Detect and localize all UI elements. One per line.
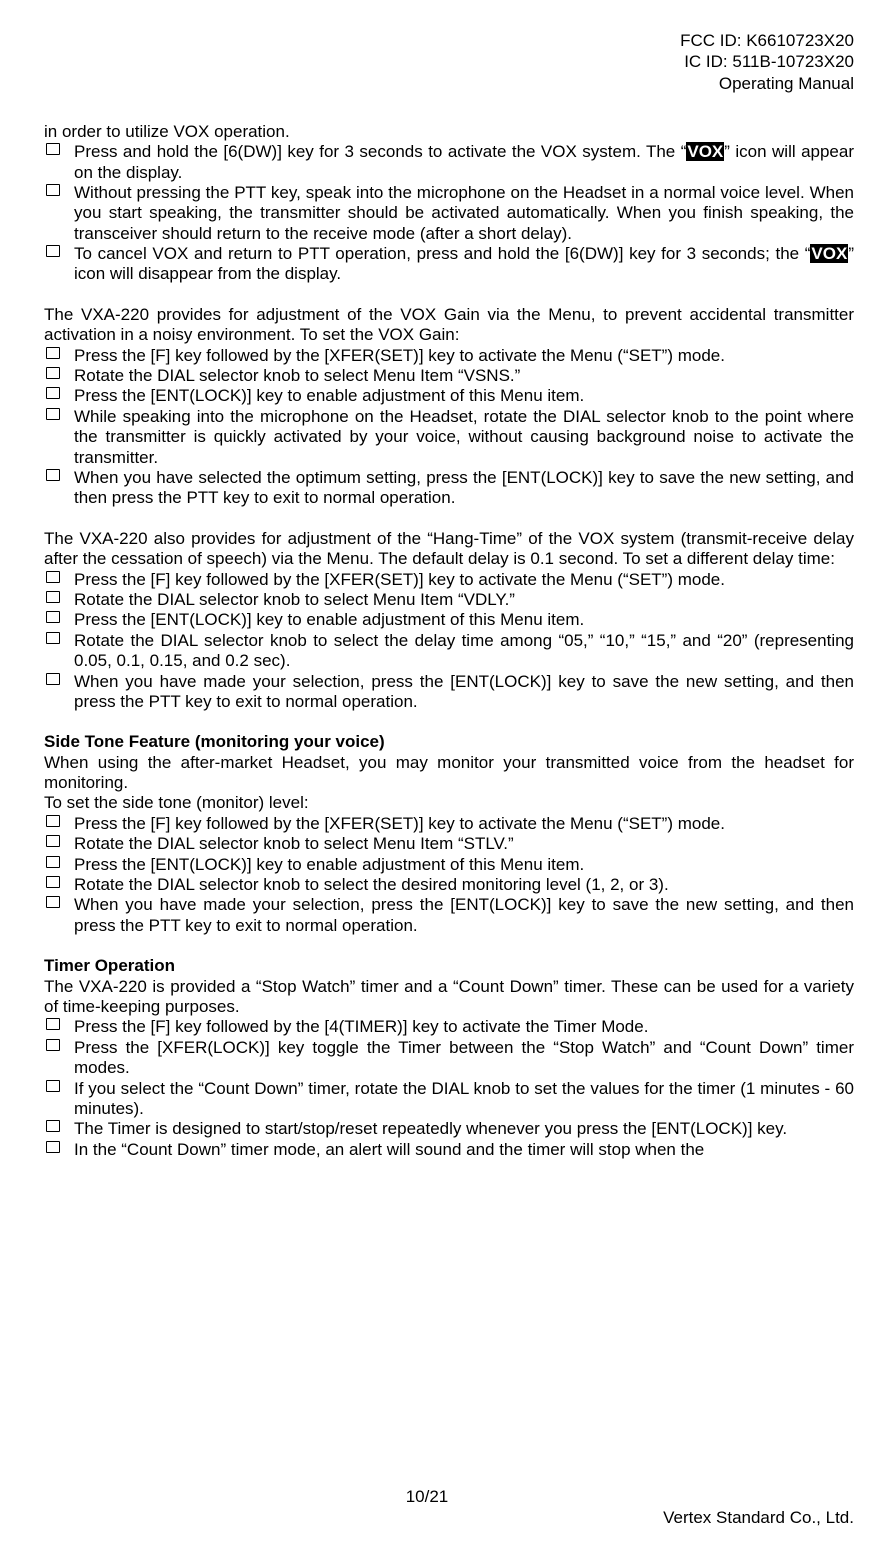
sidetone-paragraph-2: To set the side tone (monitor) level: bbox=[44, 793, 854, 813]
header-fcc-id: FCC ID: K6610723X20 bbox=[44, 30, 854, 51]
bullet-icon bbox=[46, 1039, 60, 1051]
header-ic-id: IC ID: 511B-10723X20 bbox=[44, 51, 854, 72]
bullet-icon bbox=[46, 367, 60, 379]
bullet-icon bbox=[46, 591, 60, 603]
bullet-icon bbox=[46, 1018, 60, 1030]
bullet-icon bbox=[46, 876, 60, 888]
list-item-text: Press the [F] key followed by the [XFER(… bbox=[74, 814, 725, 833]
list-item: Rotate the DIAL selector knob to select … bbox=[44, 631, 854, 672]
vox-gain-paragraph: The VXA-220 provides for adjustment of t… bbox=[44, 305, 854, 346]
list-item-text: Press the [XFER(LOCK)] key toggle the Ti… bbox=[74, 1038, 854, 1077]
spacer bbox=[44, 511, 854, 529]
vox-operation-list: Press and hold the [6(DW)] key for 3 sec… bbox=[44, 142, 854, 285]
document-page: FCC ID: K6610723X20 IC ID: 511B-10723X20… bbox=[0, 0, 886, 1554]
list-item-text: Rotate the DIAL selector knob to select … bbox=[74, 590, 515, 609]
list-item: Without pressing the PTT key, speak into… bbox=[44, 183, 854, 244]
list-item: Press and hold the [6(DW)] key for 3 sec… bbox=[44, 142, 854, 183]
list-item-text: Press the [F] key followed by the [XFER(… bbox=[74, 570, 725, 589]
list-item-text: In the “Count Down” timer mode, an alert… bbox=[74, 1140, 704, 1159]
bullet-icon bbox=[46, 1080, 60, 1092]
bullet-icon bbox=[46, 387, 60, 399]
list-item-text: Rotate the DIAL selector knob to select … bbox=[74, 631, 854, 670]
list-item: Press the [XFER(LOCK)] key toggle the Ti… bbox=[44, 1038, 854, 1079]
bullet-icon bbox=[46, 611, 60, 623]
company-name: Vertex Standard Co., Ltd. bbox=[0, 1508, 854, 1528]
list-item: Press the [ENT(LOCK)] key to enable adju… bbox=[44, 855, 854, 875]
list-item-text: Rotate the DIAL selector knob to select … bbox=[74, 875, 669, 894]
list-item: The Timer is designed to start/stop/rese… bbox=[44, 1119, 854, 1139]
bullet-icon bbox=[46, 856, 60, 868]
page-number: 10/21 bbox=[0, 1487, 854, 1507]
timer-list: Press the [F] key followed by the [4(TIM… bbox=[44, 1017, 854, 1160]
bullet-icon bbox=[46, 1141, 60, 1153]
spacer bbox=[44, 938, 854, 956]
sidetone-paragraph-1: When using the after-market Headset, you… bbox=[44, 753, 854, 794]
list-item-text: Rotate the DIAL selector knob to select … bbox=[74, 834, 514, 853]
list-item: When you have selected the optimum setti… bbox=[44, 468, 854, 509]
list-item-text-pre: Press and hold the [6(DW)] key for 3 sec… bbox=[74, 142, 686, 161]
list-item: When you have made your selection, press… bbox=[44, 895, 854, 936]
list-item: Press the [F] key followed by the [XFER(… bbox=[44, 814, 854, 834]
list-item-text: Press the [ENT(LOCK)] key to enable adju… bbox=[74, 386, 584, 405]
bullet-icon bbox=[46, 815, 60, 827]
bullet-icon bbox=[46, 245, 60, 257]
list-item: If you select the “Count Down” timer, ro… bbox=[44, 1079, 854, 1120]
list-item-text: If you select the “Count Down” timer, ro… bbox=[74, 1079, 854, 1118]
list-item: In the “Count Down” timer mode, an alert… bbox=[44, 1140, 854, 1160]
list-item: When you have made your selection, press… bbox=[44, 672, 854, 713]
list-item: Rotate the DIAL selector knob to select … bbox=[44, 590, 854, 610]
page-footer: 10/21 Vertex Standard Co., Ltd. bbox=[0, 1487, 854, 1528]
bullet-icon bbox=[46, 469, 60, 481]
bullet-icon bbox=[46, 571, 60, 583]
list-item-text: Rotate the DIAL selector knob to select … bbox=[74, 366, 520, 385]
list-item: While speaking into the microphone on th… bbox=[44, 407, 854, 468]
list-item: Press the [F] key followed by the [XFER(… bbox=[44, 570, 854, 590]
list-item-text-pre: To cancel VOX and return to PTT operatio… bbox=[74, 244, 810, 263]
bullet-icon bbox=[46, 347, 60, 359]
spacer bbox=[44, 287, 854, 305]
list-item-text: When you have made your selection, press… bbox=[74, 672, 854, 711]
sidetone-list: Press the [F] key followed by the [XFER(… bbox=[44, 814, 854, 936]
hang-time-list: Press the [F] key followed by the [XFER(… bbox=[44, 570, 854, 713]
sidetone-heading: Side Tone Feature (monitoring your voice… bbox=[44, 732, 854, 752]
list-item: Press the [F] key followed by the [XFER(… bbox=[44, 346, 854, 366]
list-item-text: Press the [ENT(LOCK)] key to enable adju… bbox=[74, 855, 584, 874]
bullet-icon bbox=[46, 835, 60, 847]
list-item-text: When you have made your selection, press… bbox=[74, 895, 854, 934]
list-item-text: Without pressing the PTT key, speak into… bbox=[74, 183, 854, 243]
header-manual-title: Operating Manual bbox=[44, 73, 854, 94]
vox-tag: VOX bbox=[686, 142, 724, 161]
bullet-icon bbox=[46, 896, 60, 908]
list-item: Rotate the DIAL selector knob to select … bbox=[44, 875, 854, 895]
list-item-text: Press the [ENT(LOCK)] key to enable adju… bbox=[74, 610, 584, 629]
list-item-text: The Timer is designed to start/stop/rese… bbox=[74, 1119, 787, 1138]
list-item: Press the [F] key followed by the [4(TIM… bbox=[44, 1017, 854, 1037]
bullet-icon bbox=[46, 1120, 60, 1132]
intro-line: in order to utilize VOX operation. bbox=[44, 122, 854, 142]
spacer bbox=[44, 714, 854, 732]
timer-paragraph: The VXA-220 is provided a “Stop Watch” t… bbox=[44, 977, 854, 1018]
list-item-text: Press the [F] key followed by the [XFER(… bbox=[74, 346, 725, 365]
bullet-icon bbox=[46, 184, 60, 196]
list-item-text: Press the [F] key followed by the [4(TIM… bbox=[74, 1017, 648, 1036]
bullet-icon bbox=[46, 408, 60, 420]
hang-time-paragraph: The VXA-220 also provides for adjustment… bbox=[44, 529, 854, 570]
list-item: Rotate the DIAL selector knob to select … bbox=[44, 834, 854, 854]
list-item: To cancel VOX and return to PTT operatio… bbox=[44, 244, 854, 285]
list-item: Press the [ENT(LOCK)] key to enable adju… bbox=[44, 386, 854, 406]
vox-gain-list: Press the [F] key followed by the [XFER(… bbox=[44, 346, 854, 509]
bullet-icon bbox=[46, 632, 60, 644]
bullet-icon bbox=[46, 673, 60, 685]
vox-tag: VOX bbox=[810, 244, 848, 263]
bullet-icon bbox=[46, 143, 60, 155]
list-item-text: When you have selected the optimum setti… bbox=[74, 468, 854, 507]
header-block: FCC ID: K6610723X20 IC ID: 511B-10723X20… bbox=[44, 30, 854, 94]
list-item-text: While speaking into the microphone on th… bbox=[74, 407, 854, 467]
list-item: Press the [ENT(LOCK)] key to enable adju… bbox=[44, 610, 854, 630]
timer-heading: Timer Operation bbox=[44, 956, 854, 976]
list-item: Rotate the DIAL selector knob to select … bbox=[44, 366, 854, 386]
